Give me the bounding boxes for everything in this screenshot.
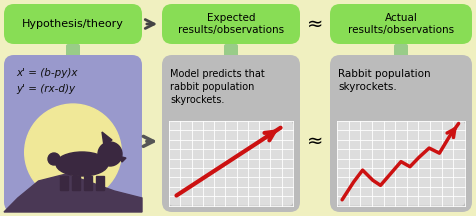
Polygon shape	[4, 174, 142, 212]
Text: ≈: ≈	[307, 14, 323, 33]
Text: x' = (b-py)x: x' = (b-py)x	[16, 68, 78, 78]
Text: Actual
results/observations: Actual results/observations	[348, 13, 454, 35]
Polygon shape	[72, 176, 80, 190]
Text: Expected
results/observations: Expected results/observations	[178, 13, 284, 35]
Polygon shape	[102, 132, 112, 146]
Ellipse shape	[56, 152, 108, 176]
FancyBboxPatch shape	[337, 121, 465, 206]
Text: Model predicts that
rabbit population
skyrockets.: Model predicts that rabbit population sk…	[170, 69, 265, 105]
FancyBboxPatch shape	[394, 44, 408, 57]
FancyBboxPatch shape	[4, 55, 142, 212]
FancyBboxPatch shape	[66, 44, 80, 57]
FancyBboxPatch shape	[224, 44, 238, 57]
FancyBboxPatch shape	[162, 4, 300, 44]
FancyBboxPatch shape	[330, 55, 472, 212]
Polygon shape	[96, 176, 104, 190]
Polygon shape	[60, 176, 68, 190]
Text: Rabbit population
skyrockets.: Rabbit population skyrockets.	[338, 69, 431, 92]
Polygon shape	[118, 156, 126, 162]
Text: ≈: ≈	[307, 132, 323, 151]
FancyBboxPatch shape	[330, 4, 472, 44]
FancyBboxPatch shape	[169, 121, 293, 206]
Circle shape	[25, 104, 121, 201]
Text: y' = (rx-d)y: y' = (rx-d)y	[16, 84, 75, 94]
Circle shape	[98, 142, 122, 166]
Circle shape	[48, 153, 60, 165]
Text: Hypothesis/theory: Hypothesis/theory	[22, 19, 124, 29]
Polygon shape	[84, 176, 92, 190]
FancyBboxPatch shape	[4, 4, 142, 44]
FancyBboxPatch shape	[162, 55, 300, 212]
